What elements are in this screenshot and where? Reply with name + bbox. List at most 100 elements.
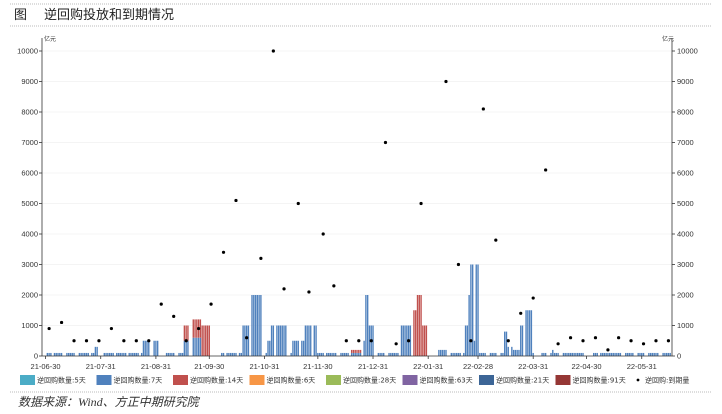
bar-7d — [354, 352, 356, 356]
bar-7d — [665, 352, 668, 356]
legend-swatch-icon — [326, 375, 341, 385]
x-tick-label: 22-02-28 — [463, 362, 493, 371]
maturity-dot — [221, 250, 226, 254]
bar-7d — [630, 352, 632, 356]
y-tick-label-left: 4000 — [21, 230, 38, 239]
bar-7d — [110, 352, 113, 356]
maturity-dot — [184, 339, 188, 343]
bar-7d — [527, 310, 529, 356]
bar-7d — [664, 352, 666, 356]
maturity-dot — [307, 290, 311, 294]
bar-7d — [320, 352, 323, 356]
bar-7d — [165, 352, 168, 356]
maturity-dot — [159, 302, 163, 306]
bar-7d — [594, 352, 597, 356]
bar-7d — [310, 325, 312, 356]
bar-14d — [201, 325, 203, 356]
maturity-dot — [456, 262, 461, 267]
bar-7d — [132, 352, 134, 356]
bar-7d — [582, 352, 584, 356]
bar-7d — [192, 337, 194, 356]
y-tick-label-left: 2000 — [21, 291, 38, 300]
y-tick-label-left: 6000 — [21, 169, 38, 178]
bar-7d — [596, 352, 598, 356]
legend-item-91: 逆回购数量:91天 — [555, 375, 626, 385]
bar-7d — [578, 352, 581, 356]
bar-7d — [379, 352, 381, 356]
bar-7d — [228, 352, 230, 356]
bar-7d — [50, 352, 52, 356]
legend-label: 逆回购数量:6天 — [267, 376, 316, 385]
maturity-dot — [296, 201, 300, 206]
bar-7d — [616, 352, 618, 356]
bar-7d — [543, 352, 545, 356]
y-tick-label-left: 1000 — [21, 321, 38, 330]
bar-7d — [651, 352, 654, 356]
maturity-dot — [332, 284, 336, 288]
bar-14d — [194, 319, 196, 338]
bar-7d — [470, 264, 472, 356]
bar-7d — [308, 325, 310, 356]
bar-7d — [197, 337, 200, 356]
maturity-dot — [369, 339, 373, 343]
bar-7d — [244, 325, 246, 356]
legend-swatch-icon — [402, 375, 418, 385]
bar-7d — [46, 352, 49, 356]
bar-7d — [313, 325, 315, 356]
bar-7d — [292, 340, 294, 356]
source-note: 数据来源：Wind、方正中期研究院 — [18, 395, 201, 409]
bar-7d — [69, 352, 72, 356]
bar-7d — [71, 352, 73, 356]
bar-7d — [662, 352, 664, 356]
bar-7d — [322, 352, 324, 356]
maturity-dot — [531, 296, 535, 300]
bar-7d — [85, 352, 88, 356]
y-tick-label-left: 3000 — [21, 260, 38, 269]
bar-7d — [564, 352, 566, 356]
bar-7d — [626, 352, 629, 356]
bar-14d — [183, 325, 186, 341]
bar-7d — [334, 352, 337, 356]
bar-7d — [235, 352, 237, 356]
bar-7d — [270, 325, 273, 356]
bar-7d — [155, 340, 157, 356]
bar-7d — [359, 352, 362, 356]
bar-7d — [124, 352, 127, 356]
bar-7d — [297, 340, 299, 356]
bar-14d — [185, 325, 187, 341]
bar-7d — [140, 352, 143, 356]
bar-7d — [187, 340, 189, 356]
bar-7d — [340, 352, 342, 356]
bar-7d — [514, 349, 517, 356]
y-tick-label-left: 10000 — [17, 47, 38, 56]
maturity-dot — [209, 302, 213, 306]
bar-7d — [390, 352, 392, 356]
bar-7d — [272, 325, 275, 356]
bar-7d — [128, 352, 130, 356]
bar-7d — [454, 352, 456, 356]
bar-7d — [593, 352, 595, 356]
x-tick-label: 21-07-31 — [86, 362, 116, 371]
y-tick-label-right: 1000 — [677, 321, 694, 330]
bar-7d — [294, 340, 296, 356]
bar-7d — [107, 352, 109, 356]
maturity-dot — [629, 339, 633, 343]
bar-7d — [473, 340, 476, 356]
bar-7d — [532, 352, 534, 356]
bar-7d — [653, 352, 655, 356]
maturity-dot — [506, 339, 510, 343]
bar-7d — [655, 352, 657, 356]
bar-7d — [482, 352, 485, 356]
legend-label: 逆回购数量:7天 — [114, 376, 163, 385]
maturity-dot — [568, 336, 573, 340]
bar-7d — [133, 352, 136, 356]
legend-label: 逆回购数量:5天 — [37, 376, 86, 385]
bar-7d — [402, 325, 404, 356]
bar-7d — [541, 352, 543, 356]
bar-7d — [116, 352, 118, 356]
bar-7d — [146, 340, 148, 356]
bar-7d — [226, 352, 228, 356]
bar-14d — [423, 325, 426, 356]
gridlines — [42, 50, 672, 326]
bar-7d — [500, 352, 502, 356]
